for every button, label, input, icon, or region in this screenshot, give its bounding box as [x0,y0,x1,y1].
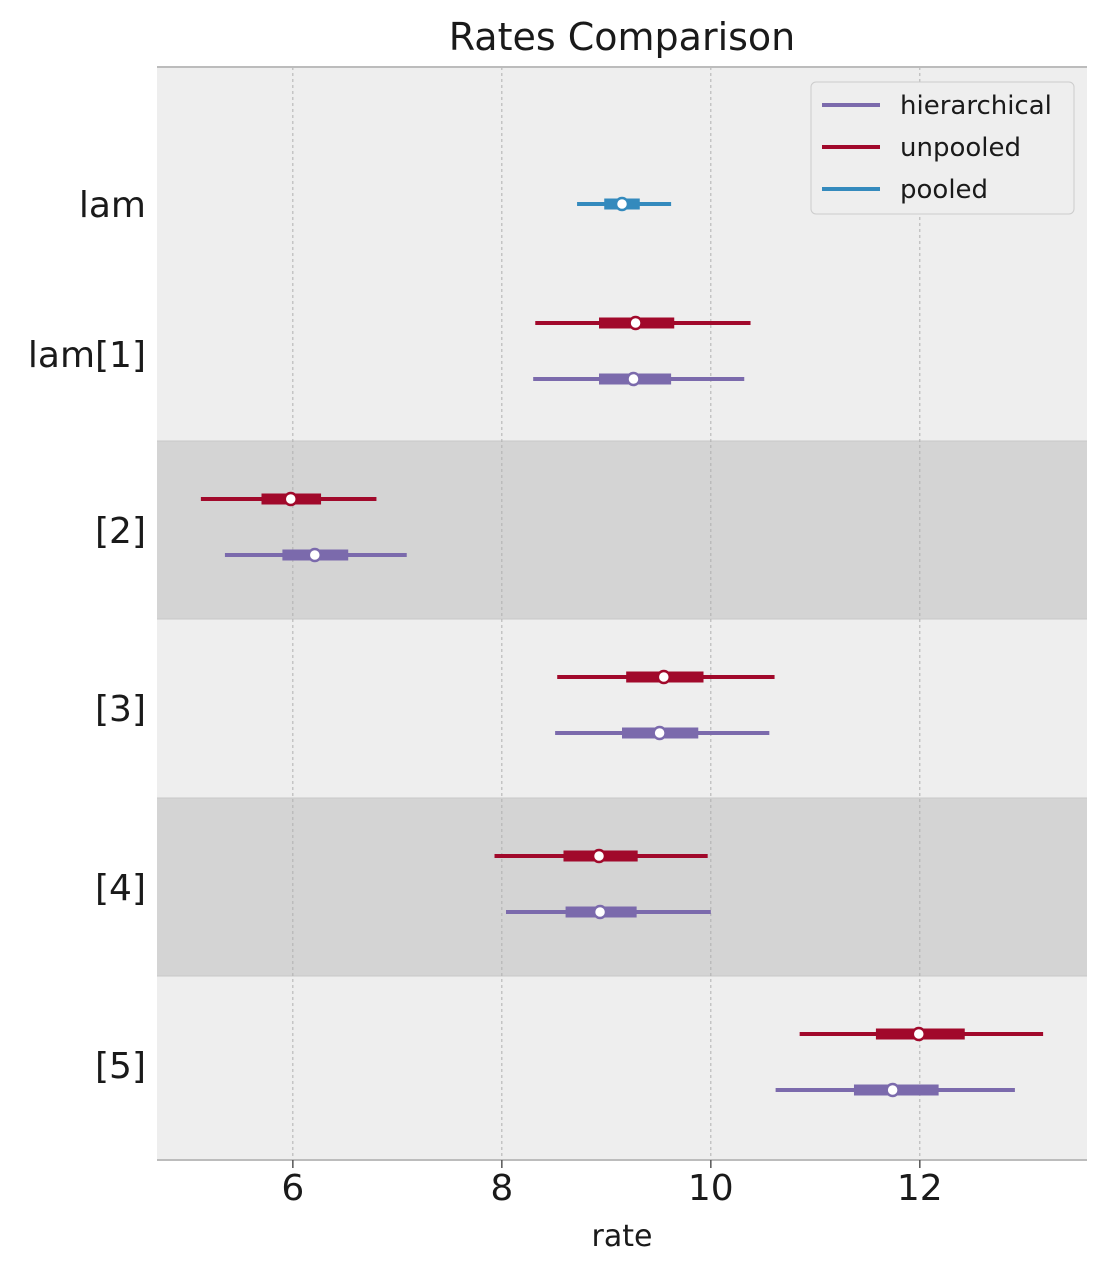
hierarchical-mean-point [626,371,641,387]
pooled-mean-point [614,196,630,212]
x-tick-label: 12 [897,1168,943,1209]
y-tick-labels: lam lam[1] [2] [3] [4] [5] [28,185,146,1087]
grid-lines [292,67,921,1160]
unpooled-mean-point [656,669,672,685]
y-tick-label: lam [79,185,146,226]
axes [157,66,1087,1168]
legend: hierarchical unpooled pooled [810,81,1075,215]
unpooled-mean-point [628,315,643,331]
y-tick-label: [3] [95,689,146,730]
forest-marks [200,196,1044,1098]
x-axis-label: rate [592,1219,653,1254]
unpooled-mean-point [911,1026,927,1042]
y-tick-label: lam[1] [28,335,146,376]
chart-title: Rates Comparison [449,15,796,59]
hierarchical-mean-point [652,725,667,741]
y-tick-label: [2] [95,511,146,552]
hierarchical-mean-point [307,547,323,563]
unpooled-mean-point [591,848,607,864]
row-band [157,441,1087,619]
x-tick-label: 8 [490,1168,513,1209]
x-tick-labels: 6 8 10 12 [281,1168,942,1209]
row-bands [157,67,1087,1160]
legend-label-unpooled: unpooled [900,133,1021,163]
row-band [157,976,1087,1160]
y-tick-label: [5] [95,1046,146,1087]
x-tick-label: 6 [281,1168,304,1209]
hierarchical-mean-point [592,904,608,920]
unpooled-mean-point [283,491,299,507]
y-tick-label: [4] [95,868,146,909]
x-tick-label: 10 [688,1168,734,1209]
hierarchical-mean-point [885,1082,900,1098]
legend-box [810,81,1075,215]
legend-label-pooled: pooled [900,175,988,205]
row-band [157,619,1087,798]
legend-label-hierarchical: hierarchical [900,91,1052,121]
row-band [157,798,1087,976]
